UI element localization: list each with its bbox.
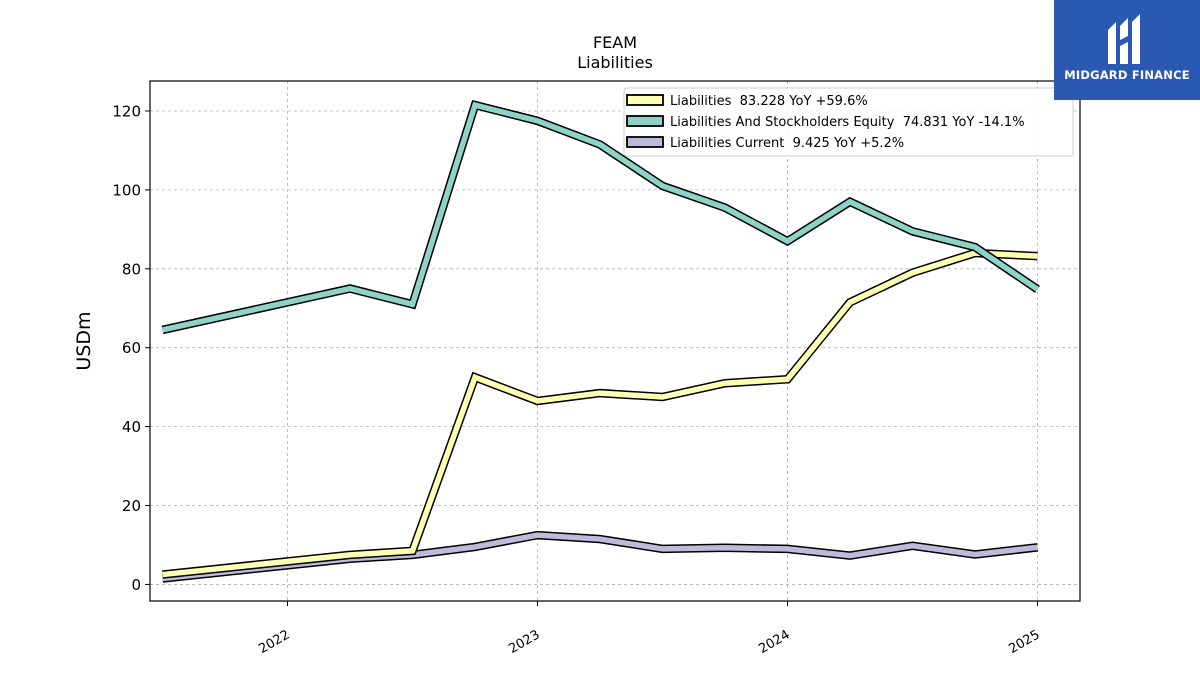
legend-label: Liabilities 83.228 YoY +59.6% bbox=[670, 94, 868, 109]
y-tick-label: 20 bbox=[122, 497, 141, 515]
midgard-logo-icon bbox=[1108, 14, 1140, 64]
y-tick-label: 60 bbox=[122, 339, 141, 357]
plot-frame bbox=[149, 80, 1081, 602]
chart-subtitle: Liabilities bbox=[577, 53, 653, 72]
legend-label: Liabilities Current 9.425 YoY +5.2% bbox=[670, 136, 904, 151]
y-tick-label: 40 bbox=[122, 418, 141, 436]
legend-swatch bbox=[626, 136, 664, 148]
series-layer bbox=[161, 99, 1040, 583]
y-tick-label: 100 bbox=[112, 181, 141, 199]
legend-box bbox=[623, 87, 1074, 157]
series-line bbox=[162, 250, 1038, 578]
y-tick-label: 0 bbox=[131, 576, 141, 594]
series-line bbox=[161, 101, 1040, 333]
y-tick-label: 120 bbox=[112, 102, 141, 120]
legend-label: Liabilities And Stockholders Equity 74.8… bbox=[670, 115, 1025, 130]
midgard-finance-logo: MIDGARD FINANCE bbox=[1054, 0, 1200, 100]
legend-swatch bbox=[626, 94, 664, 106]
chart-title: FEAM bbox=[593, 33, 637, 52]
logo-text: MIDGARD FINANCE bbox=[1064, 68, 1190, 82]
legend-swatch bbox=[626, 115, 664, 127]
y-tick-label: 80 bbox=[122, 260, 141, 278]
legend: Liabilities 83.228 YoY +59.6% Liabilities… bbox=[623, 87, 1074, 157]
y-axis-label: USDm bbox=[73, 311, 95, 370]
